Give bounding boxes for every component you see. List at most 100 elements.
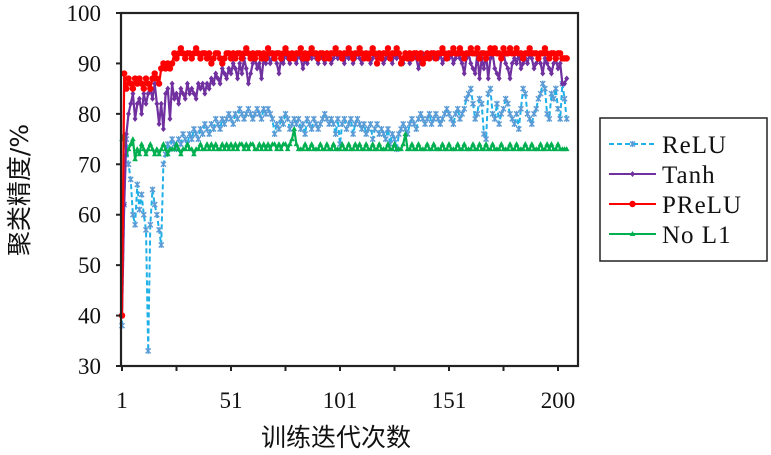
- legend-item-no-l1: No L1: [609, 222, 732, 249]
- data-point-no-l1: [282, 141, 289, 147]
- data-point-relu: [241, 115, 248, 122]
- data-point-relu: [286, 125, 293, 132]
- data-point-tanh: [368, 60, 374, 67]
- data-point-relu: [426, 110, 433, 117]
- data-point-tanh: [226, 65, 232, 72]
- data-point-prelu: [214, 50, 222, 57]
- data-point-relu: [315, 125, 322, 132]
- data-point-tanh: [174, 90, 179, 97]
- data-point-tanh: [335, 55, 341, 62]
- data-point-no-l1: [382, 146, 389, 152]
- data-point-tanh: [224, 75, 230, 82]
- data-point-prelu: [500, 45, 507, 52]
- data-point-relu: [369, 136, 376, 143]
- data-point-no-l1: [230, 146, 236, 152]
- data-point-relu: [424, 115, 431, 122]
- data-point-relu: [382, 136, 389, 143]
- data-point-relu: [367, 120, 374, 127]
- data-point-relu: [498, 110, 505, 117]
- data-point-relu: [269, 115, 276, 122]
- data-point-relu: [228, 115, 234, 122]
- data-point-prelu: [277, 55, 285, 62]
- data-point-no-l1: [162, 146, 169, 152]
- data-point-relu: [395, 131, 402, 138]
- data-point-relu: [483, 136, 490, 143]
- data-point-tanh: [494, 70, 500, 77]
- data-point-relu: [350, 131, 357, 138]
- data-point-prelu: [208, 60, 215, 67]
- data-point-tanh: [248, 70, 254, 77]
- data-point-no-l1: [171, 146, 178, 152]
- data-point-relu: [236, 105, 243, 112]
- data-point-relu: [548, 90, 555, 97]
- data-point-relu: [555, 105, 561, 112]
- data-point-no-l1: [156, 151, 162, 157]
- data-point-relu: [225, 110, 232, 117]
- data-point-relu: [374, 120, 381, 127]
- data-point-relu: [147, 221, 154, 228]
- data-point-relu: [341, 115, 348, 122]
- data-point-no-l1: [271, 141, 278, 147]
- data-point-prelu: [210, 55, 217, 62]
- data-point-relu: [273, 120, 280, 127]
- legend-label-no-l1: No L1: [662, 222, 732, 249]
- data-point-prelu: [251, 55, 259, 62]
- data-point-no-l1: [409, 141, 415, 147]
- data-point-relu: [299, 120, 306, 127]
- data-point-tanh: [219, 65, 225, 72]
- data-point-relu: [282, 110, 289, 117]
- data-point-prelu: [147, 85, 154, 92]
- data-point-tanh: [514, 60, 520, 67]
- data-point-relu: [145, 347, 152, 354]
- data-point-no-l1: [308, 141, 315, 147]
- data-point-relu: [537, 90, 544, 97]
- data-point-relu: [500, 105, 507, 112]
- x-axis-title: 训练迭代次数: [261, 423, 411, 452]
- data-point-tanh: [176, 100, 182, 107]
- data-point-tanh: [141, 90, 147, 97]
- data-point-prelu: [386, 55, 394, 62]
- data-point-tanh: [551, 60, 557, 67]
- data-point-tanh: [259, 75, 265, 82]
- data-point-relu: [212, 115, 219, 122]
- data-point-relu: [539, 80, 546, 87]
- data-point-relu: [509, 115, 516, 122]
- data-point-relu: [206, 131, 213, 138]
- data-point-relu: [478, 100, 485, 107]
- data-point-relu: [363, 131, 370, 138]
- data-point-relu: [469, 100, 476, 107]
- data-point-prelu: [443, 55, 451, 62]
- data-point-relu: [169, 136, 176, 143]
- data-point-relu: [140, 211, 147, 218]
- data-point-relu: [522, 90, 529, 97]
- data-point-relu: [195, 136, 202, 143]
- data-point-prelu: [140, 85, 147, 92]
- data-point-relu: [376, 131, 383, 138]
- data-point-no-l1: [219, 141, 226, 147]
- data-point-relu: [323, 115, 330, 122]
- data-point-tanh: [309, 55, 315, 62]
- data-point-tanh: [562, 80, 568, 87]
- data-point-tanh: [496, 75, 502, 82]
- data-point-tanh: [256, 60, 262, 67]
- data-point-tanh: [128, 100, 134, 107]
- data-point-no-l1: [513, 141, 520, 147]
- data-point-prelu: [373, 60, 381, 67]
- data-point-prelu: [315, 55, 322, 62]
- data-point-tanh: [235, 75, 241, 82]
- data-point-prelu: [264, 45, 272, 52]
- data-point-prelu: [144, 80, 152, 87]
- data-point-relu: [313, 120, 320, 127]
- data-point-tanh: [470, 65, 476, 72]
- data-point-relu: [295, 115, 302, 122]
- data-point-relu: [446, 110, 452, 117]
- data-point-no-l1: [430, 141, 437, 147]
- data-point-relu: [528, 120, 535, 127]
- data-point-tanh: [540, 70, 546, 77]
- data-point-no-l1: [276, 141, 282, 147]
- data-point-relu: [293, 120, 300, 127]
- data-point-tanh: [341, 60, 347, 67]
- data-point-relu: [260, 105, 267, 112]
- data-point-prelu: [291, 55, 298, 62]
